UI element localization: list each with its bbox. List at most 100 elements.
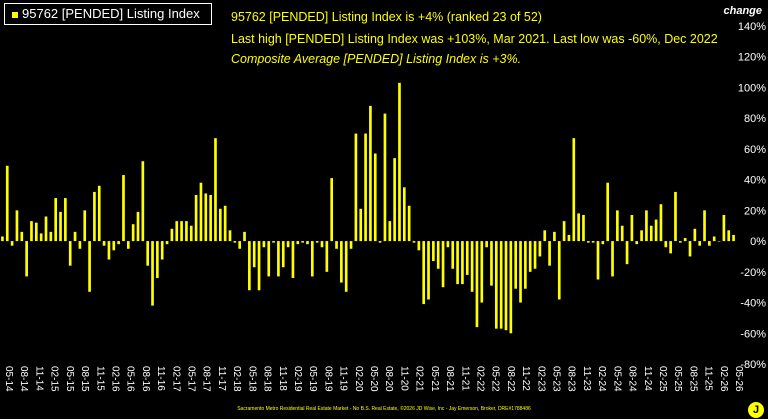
bar bbox=[369, 105, 372, 242]
bar bbox=[514, 241, 518, 289]
bar bbox=[107, 241, 111, 260]
x-tick-label: 02-20 bbox=[353, 366, 364, 392]
bar bbox=[664, 241, 668, 248]
x-tick-label: 08-20 bbox=[383, 366, 394, 392]
x-tick-label: 05-16 bbox=[125, 366, 136, 392]
bar bbox=[499, 241, 503, 329]
bar bbox=[315, 241, 319, 243]
bar bbox=[248, 241, 251, 291]
bar bbox=[54, 198, 58, 242]
annotation-rank: 95762 [PENDED] Listing Index is +4% (ran… bbox=[231, 10, 542, 24]
x-tick-label: 02-21 bbox=[414, 366, 425, 392]
bar bbox=[160, 241, 164, 260]
x-tick-label: 02-24 bbox=[596, 366, 607, 392]
bar bbox=[223, 205, 227, 242]
x-tick-label: 02-18 bbox=[231, 366, 242, 392]
bar bbox=[257, 241, 261, 291]
bar bbox=[97, 185, 101, 242]
bar bbox=[252, 241, 256, 268]
x-tick-label: 05-23 bbox=[551, 366, 562, 392]
bar bbox=[528, 241, 532, 272]
bar bbox=[359, 208, 363, 242]
bar bbox=[340, 241, 343, 283]
y-tick-label: 60% bbox=[744, 144, 766, 156]
bar bbox=[596, 241, 600, 280]
bar bbox=[15, 210, 19, 242]
bar bbox=[136, 211, 140, 242]
bar bbox=[194, 195, 198, 242]
y-tick-label: -40% bbox=[740, 298, 766, 310]
x-tick-label: 08-23 bbox=[566, 366, 577, 392]
bar bbox=[233, 241, 237, 243]
y-tick-label: 20% bbox=[744, 205, 766, 217]
bar bbox=[73, 231, 77, 242]
x-tick-label: 11-16 bbox=[155, 366, 166, 391]
bar bbox=[320, 241, 324, 248]
bar bbox=[354, 133, 358, 242]
bar bbox=[722, 214, 726, 242]
bar bbox=[93, 191, 96, 242]
bar bbox=[538, 241, 542, 257]
x-tick-label: 08-16 bbox=[140, 366, 151, 392]
x-tick-label: 05-25 bbox=[672, 366, 683, 392]
bar bbox=[243, 231, 246, 242]
bar bbox=[674, 191, 677, 242]
bar bbox=[649, 225, 653, 242]
bar bbox=[480, 241, 484, 303]
x-tick-label: 05-20 bbox=[368, 366, 379, 392]
x-tick-label: 11-18 bbox=[277, 366, 288, 391]
bar bbox=[620, 225, 624, 242]
bar bbox=[703, 210, 706, 242]
bar bbox=[59, 211, 62, 242]
bar bbox=[180, 221, 183, 242]
bar bbox=[185, 221, 188, 242]
bar bbox=[606, 182, 610, 242]
bar bbox=[325, 241, 329, 272]
bar bbox=[393, 158, 396, 242]
x-tick-label: 05-22 bbox=[490, 366, 501, 392]
x-tick-label: 08-22 bbox=[505, 366, 516, 392]
bar bbox=[306, 241, 309, 245]
bar bbox=[475, 241, 479, 328]
bar bbox=[640, 230, 643, 242]
bar bbox=[461, 241, 464, 285]
bar bbox=[683, 238, 687, 242]
bar bbox=[698, 241, 702, 246]
x-tick-label: 11-14 bbox=[33, 366, 44, 391]
bar bbox=[407, 205, 411, 242]
bar bbox=[456, 241, 459, 285]
bar bbox=[727, 230, 731, 242]
footer-credit: Sacramento Metro Residential Real Estate… bbox=[237, 406, 531, 412]
bar bbox=[165, 241, 169, 245]
bar bbox=[543, 230, 547, 242]
y-tick-label: 140% bbox=[738, 21, 766, 33]
bar bbox=[412, 241, 416, 243]
x-tick-label: 02-25 bbox=[657, 366, 668, 392]
bar bbox=[25, 241, 28, 277]
bar bbox=[68, 241, 72, 266]
bar bbox=[557, 241, 561, 300]
bar bbox=[122, 175, 125, 242]
bar bbox=[708, 241, 711, 246]
x-tick-label: 08-21 bbox=[444, 366, 455, 392]
x-tick-label: 02-17 bbox=[170, 366, 181, 392]
bar bbox=[678, 241, 682, 243]
bar bbox=[291, 241, 295, 278]
x-tick-label: 08-14 bbox=[18, 366, 29, 392]
x-tick-label: 02-23 bbox=[535, 366, 546, 392]
x-tick-label: 11-20 bbox=[398, 366, 409, 391]
x-tick-label: 11-15 bbox=[94, 366, 105, 391]
bar bbox=[417, 241, 421, 251]
bar bbox=[441, 241, 445, 288]
x-tick-label: 11-19 bbox=[338, 366, 349, 391]
bar bbox=[214, 138, 217, 242]
bar bbox=[131, 224, 135, 242]
bar bbox=[654, 219, 658, 242]
x-tick-label: 02-22 bbox=[474, 366, 485, 392]
bar bbox=[586, 241, 590, 243]
x-tick-label: 02-19 bbox=[292, 366, 303, 392]
bar bbox=[10, 241, 14, 246]
x-tick-label: 05-19 bbox=[307, 366, 318, 392]
annotation-composite: Composite Average [PENDED] Listing Index… bbox=[231, 52, 522, 66]
bar bbox=[151, 241, 154, 306]
